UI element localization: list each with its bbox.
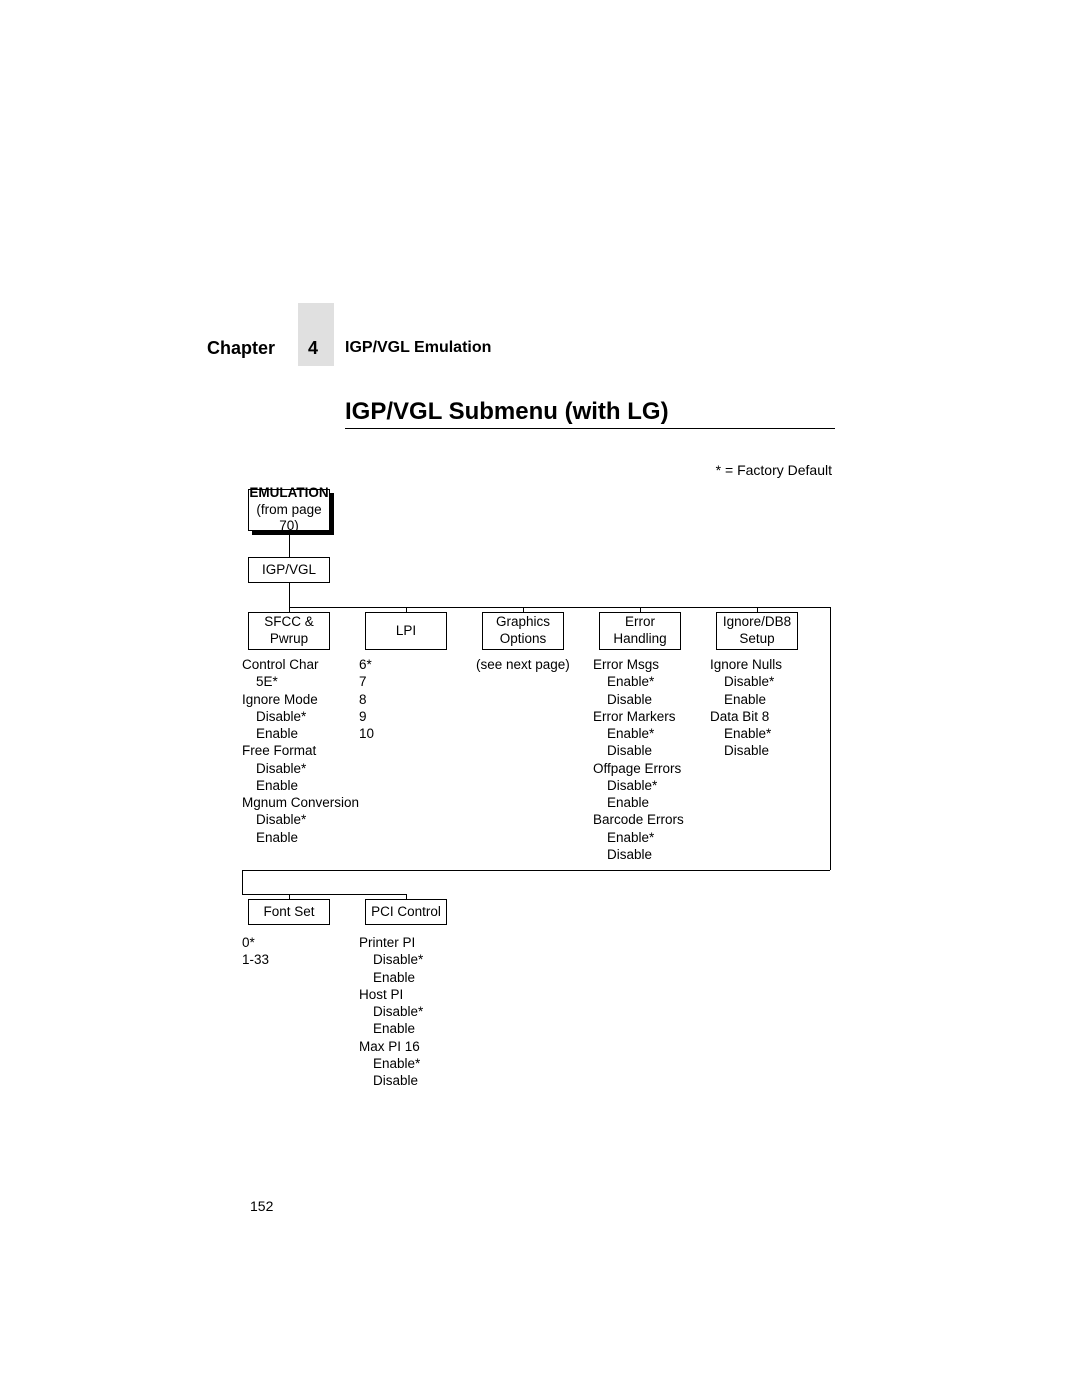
section-rule <box>345 428 835 429</box>
items-graphics-options: (see next page) <box>476 656 598 673</box>
items-lpi: 6*78910 <box>359 656 481 742</box>
page-number: 152 <box>250 1198 273 1214</box>
node-sfcc-pwrup: SFCC &Pwrup <box>248 612 330 650</box>
loop-bottom <box>242 870 830 871</box>
factory-default-note: * = Factory Default <box>716 462 832 478</box>
items-ignore-db8-setup: Ignore NullsDisable*EnableData Bit 8Enab… <box>710 656 832 760</box>
items-font-set: 0*1-33 <box>242 934 354 969</box>
items-pci-control: Printer PIDisable*EnableHost PIDisable*E… <box>359 934 471 1089</box>
items-sfcc-pwrup: Control Char5E*Ignore ModeDisable*Enable… <box>242 656 364 846</box>
section-title: IGP/VGL Submenu (with LG) <box>345 398 669 426</box>
chapter-number: 4 <box>308 338 318 359</box>
loop-top-right <box>757 607 830 608</box>
loop-left-down <box>242 870 243 894</box>
line-root-to-igpvgl <box>289 531 290 557</box>
row2-bus <box>242 894 406 895</box>
node-lpi: LPI <box>365 612 447 650</box>
root-node: EMULATION(from page 70) <box>248 489 330 531</box>
igpvgl-node: IGP/VGL <box>248 557 330 583</box>
chapter-label: Chapter <box>207 338 275 359</box>
line-igpvgl-to-bus <box>289 583 290 607</box>
node-error-handling: ErrorHandling <box>599 612 681 650</box>
page: Chapter 4 IGP/VGL Emulation IGP/VGL Subm… <box>0 0 1080 1397</box>
node-font-set: Font Set <box>248 899 330 925</box>
loop-right-down <box>830 607 831 870</box>
node-graphics-options: GraphicsOptions <box>482 612 564 650</box>
items-error-handling: Error MsgsEnable*DisableError MarkersEna… <box>593 656 715 863</box>
node-pci-control: PCI Control <box>365 899 447 925</box>
node-ignore-db8-setup: Ignore/DB8Setup <box>716 612 798 650</box>
chapter-subtitle: IGP/VGL Emulation <box>345 339 491 357</box>
